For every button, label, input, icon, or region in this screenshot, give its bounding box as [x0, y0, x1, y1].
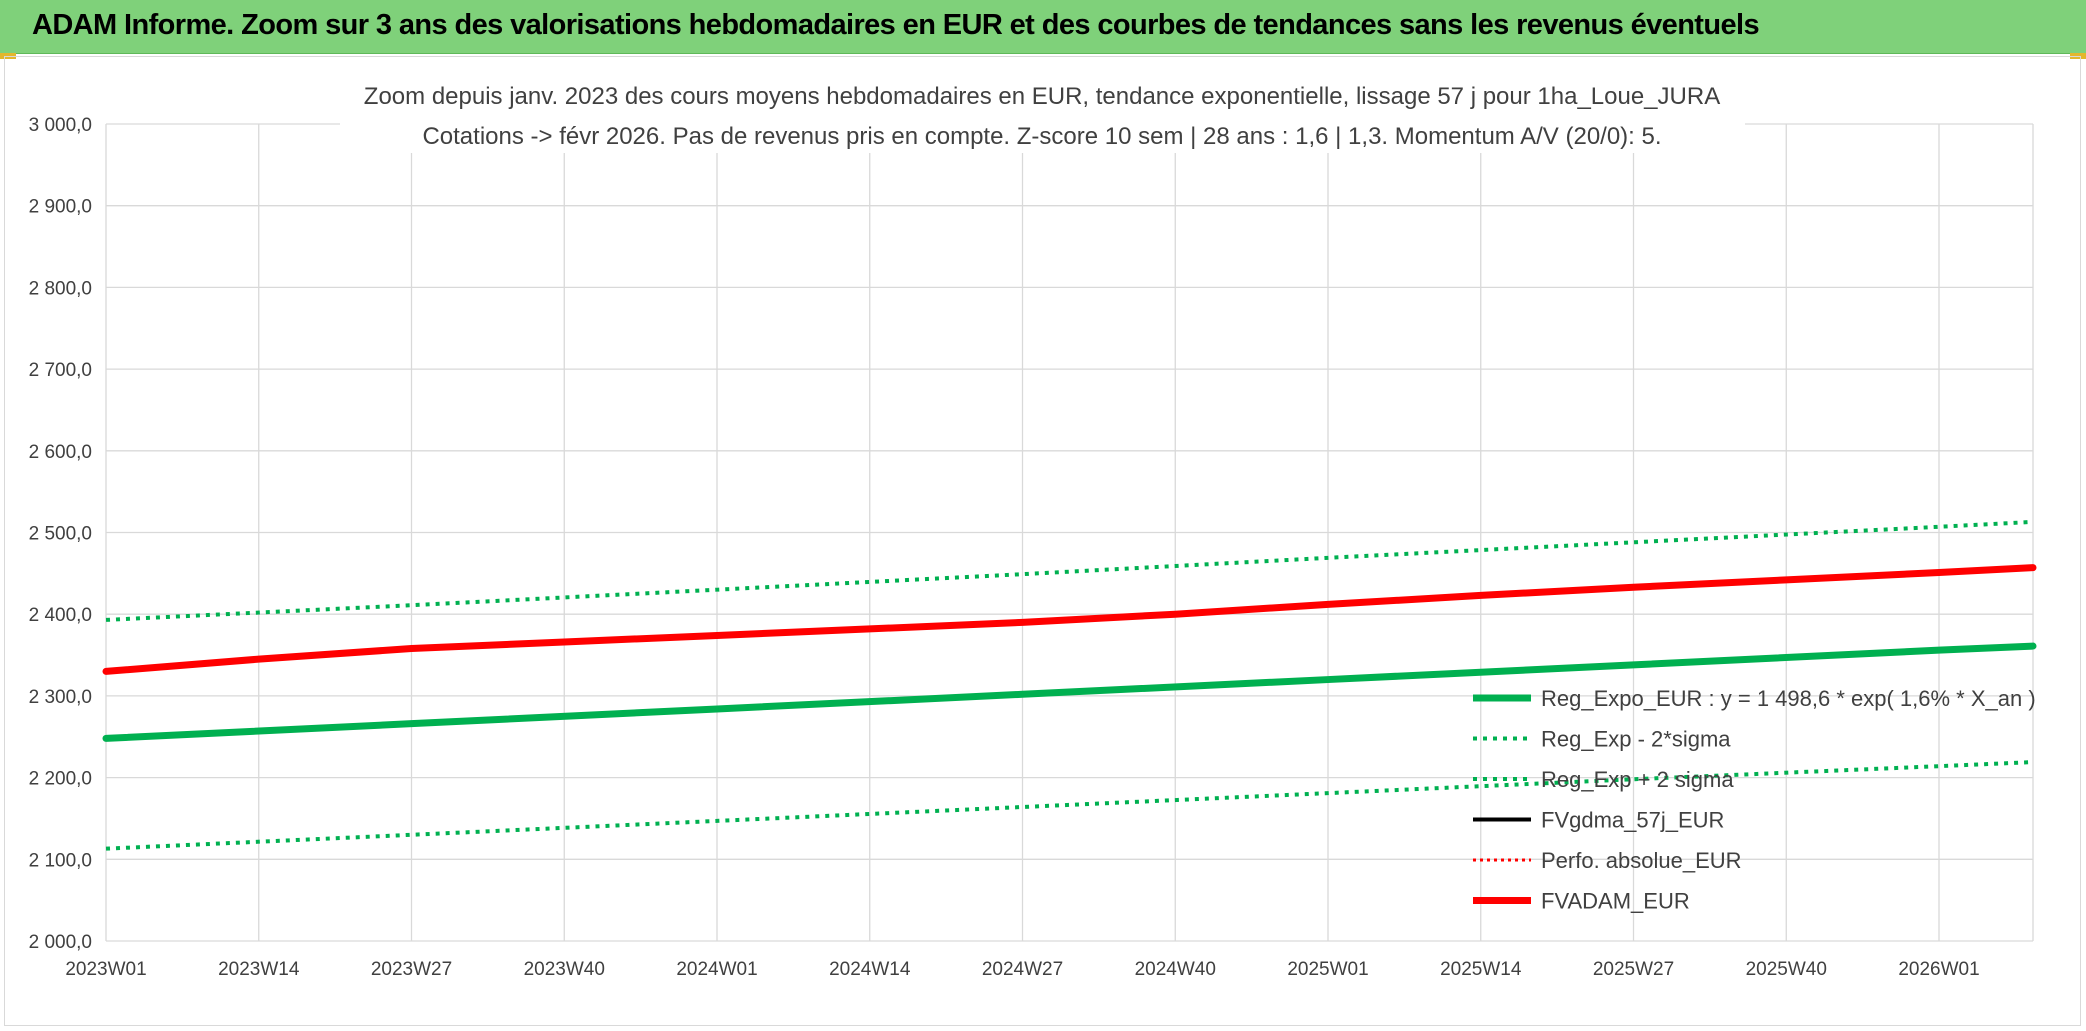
series-line-1: [105, 760, 2034, 851]
x-tick-label: 2023W01: [65, 959, 146, 980]
x-axis-labels: 2023W01 2023W14 2023W27 2023W40 2024W01 2024W…: [65, 959, 1979, 980]
legend-label: Reg_Exp + 2 sigma: [1541, 767, 1734, 792]
y-tick-label: 2 900,0: [29, 197, 92, 218]
y-tick-label: 3 000,0: [29, 115, 92, 136]
y-tick-label: 2 100,0: [29, 850, 92, 871]
x-tick-label: 2024W14: [829, 959, 911, 980]
report-title: ADAM Informe. Zoom sur 3 ans des valoris…: [32, 9, 1760, 41]
line-chart: 2023W01 2023W14 2023W27 2023W40 2024W01 2024W…: [29, 73, 2037, 980]
chart-title-line1: Zoom depuis janv. 2023 des cours moyens …: [364, 83, 1720, 110]
y-tick-label: 2 400,0: [29, 605, 92, 626]
legend-label: Reg_Exp - 2*sigma: [1541, 727, 1731, 752]
x-tick-label: 2023W40: [524, 959, 605, 980]
y-tick-label: 2 500,0: [29, 524, 92, 545]
x-tick-label: 2025W14: [1440, 959, 1522, 980]
x-tick-label: 2024W27: [982, 959, 1063, 980]
x-tick-label: 2024W40: [1135, 959, 1216, 980]
report-header-banner: ADAM Informe. Zoom sur 3 ans des valoris…: [0, 0, 2086, 54]
grid-lines: [105, 123, 2034, 942]
y-tick-label: 2 700,0: [29, 360, 92, 381]
chart-title: Zoom depuis janv. 2023 des cours moyens …: [340, 73, 1745, 153]
x-tick-label: 2023W27: [371, 959, 452, 980]
x-tick-label: 2025W01: [1287, 959, 1368, 980]
x-tick-label: 2024W01: [676, 959, 757, 980]
legend-label: FVADAM_EUR: [1541, 889, 1690, 914]
y-tick-label: 2 300,0: [29, 687, 92, 708]
series-line-0: [102, 642, 2037, 742]
y-tick-label: 2 000,0: [29, 932, 92, 953]
y-tick-label: 2 200,0: [29, 769, 92, 790]
legend-label: Perfo. absolue_EUR: [1541, 848, 1742, 873]
x-tick-label: 2025W27: [1593, 959, 1674, 980]
y-tick-label: 2 600,0: [29, 442, 92, 463]
y-axis-labels: 3 000,0 2 900,0 2 800,0 2 700,0 2 600,0 2 500…: [29, 115, 92, 953]
chart-title-line2: Cotations -> févr 2026. Pas de revenus p…: [422, 123, 1661, 150]
x-tick-label: 2025W40: [1746, 959, 1827, 980]
series-lines: [102, 519, 2037, 851]
legend: Reg_Expo_EUR : y = 1 498,6 * exp( 1,6% *…: [1473, 686, 2036, 914]
chart-title-background: [340, 73, 1745, 153]
x-tick-label: 2023W14: [218, 959, 300, 980]
y-tick-label: 2 800,0: [29, 278, 92, 299]
x-tick-label: 2026W01: [1898, 959, 1979, 980]
series-line-2: [105, 519, 2034, 622]
series-line-5: [102, 564, 2037, 675]
legend-label: FVgdma_57j_EUR: [1541, 808, 1724, 833]
legend-label: Reg_Expo_EUR : y = 1 498,6 * exp( 1,6% *…: [1541, 686, 2036, 711]
chart-frame: 2023W01 2023W14 2023W27 2023W40 2024W01 2024W…: [4, 56, 2081, 1026]
